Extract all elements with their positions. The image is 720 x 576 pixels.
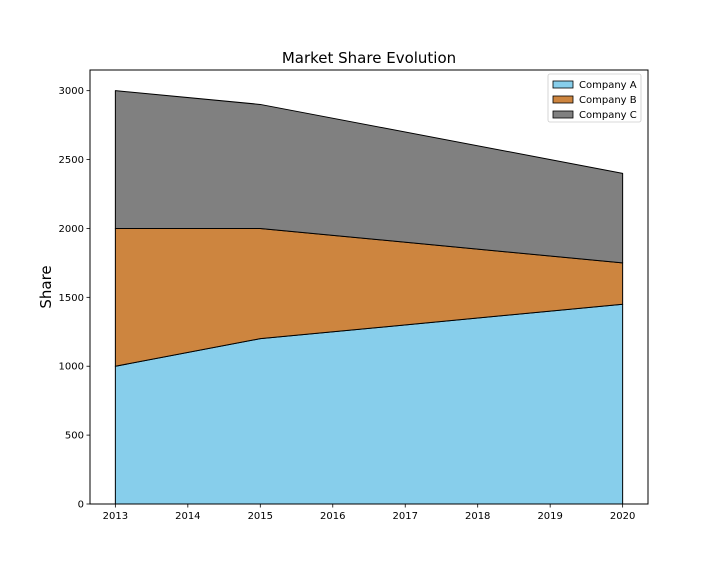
x-tick-label: 2015 [248, 511, 273, 522]
area-series-3 [114, 90, 624, 264]
legend-label: Company C [579, 110, 637, 121]
chart-title: Market Share Evolution [282, 49, 456, 67]
x-tick-label: 2019 [537, 511, 562, 522]
y-tick-label: 2500 [59, 155, 84, 166]
legend-swatch [552, 110, 574, 119]
y-axis: 0 500 1000 1500 2000 2500 3000 [59, 86, 90, 511]
legend-label: Company A [579, 80, 637, 91]
x-tick-label: 2016 [320, 511, 345, 522]
x-tick-label: 2018 [465, 511, 490, 522]
legend-swatch [552, 80, 574, 89]
area-layers [114, 90, 624, 505]
x-tick-label: 2017 [393, 511, 418, 522]
legend-label: Company B [579, 95, 637, 106]
y-tick-label: 2000 [59, 224, 84, 235]
y-tick-label: 1000 [59, 362, 84, 373]
x-tick-label: 2014 [175, 511, 200, 522]
y-tick-label: 0 [78, 500, 84, 511]
x-tick-label: 2013 [103, 511, 128, 522]
x-axis: 2013 2014 2015 2016 2017 2018 2019 2020 [103, 504, 635, 522]
y-tick-label: 500 [65, 431, 84, 442]
y-tick-label: 3000 [59, 86, 84, 97]
x-tick-label: 2020 [610, 511, 635, 522]
y-tick-label: 1500 [59, 293, 84, 304]
legend-swatch [552, 95, 574, 104]
legend: Company A Company B Company C [547, 73, 642, 123]
plot-frame [89, 69, 649, 505]
y-axis-label: Share [37, 265, 55, 308]
